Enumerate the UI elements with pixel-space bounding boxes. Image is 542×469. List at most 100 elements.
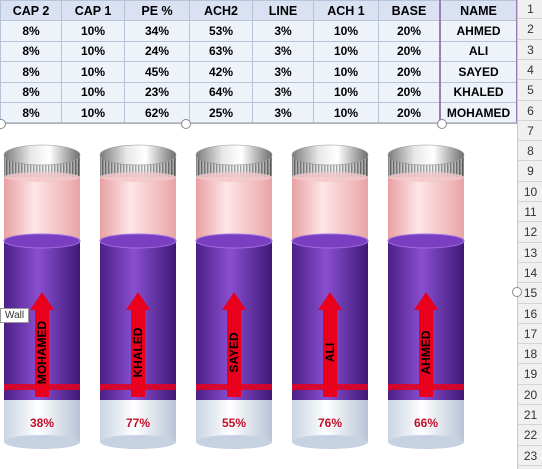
row-number[interactable]: 21 [518,406,542,426]
value-cell[interactable]: 25% [189,101,253,124]
value-cell[interactable]: 10% [313,20,379,42]
row-number[interactable]: 16 [518,305,542,324]
row-number[interactable]: 13 [518,244,542,263]
cylinder-cap-top [99,144,177,166]
value-cell[interactable]: 20% [378,20,441,42]
header-line[interactable]: LINE [252,0,314,22]
category-label: KHALED [131,327,145,377]
header-pe[interactable]: PE % [124,0,190,22]
name-cell[interactable]: AHMED [439,20,518,42]
liquid-surface [387,233,465,249]
value-cell[interactable]: 8% [0,81,62,103]
value-cell[interactable]: 8% [0,101,62,124]
name-cell[interactable]: SAYED [439,61,518,83]
row-number[interactable]: 17 [518,325,542,345]
header-name[interactable]: NAME [439,0,518,22]
table-row: 8% 10% 45% 42% 3% 10% 20% SAYED [0,61,518,83]
value-cell[interactable]: 8% [0,20,62,42]
value-cell[interactable]: 62% [124,101,190,124]
row-number[interactable]: 23 [518,447,542,466]
row-number[interactable]: 11 [518,203,542,223]
row-number[interactable]: 6 [518,102,542,121]
row-number[interactable]: 2 [518,20,542,40]
value-cell[interactable]: 64% [189,81,253,103]
chart-resize-handle-right-mid[interactable] [512,287,522,297]
cylinder-ahmed[interactable]: AHMED 66% [387,144,465,449]
value-cell[interactable]: 53% [189,20,253,42]
row-number[interactable]: 1 [518,0,542,20]
value-cell[interactable]: 20% [378,61,441,83]
value-cell[interactable]: 3% [252,61,314,83]
row-number[interactable]: 5 [518,81,542,101]
value-cell[interactable]: 20% [378,40,441,63]
row-number[interactable]: 19 [518,365,542,385]
arrow-icon [318,292,342,397]
cylinder-cap-top [3,144,81,166]
chart-resize-handle-right[interactable] [437,119,447,129]
row-number[interactable]: 15 [518,284,542,304]
row-number[interactable]: 3 [518,41,542,60]
glass-rim [4,172,80,182]
base-bottom [4,435,80,449]
name-cell[interactable]: KHALED [439,81,518,103]
cylinder-sayed[interactable]: SAYED 55% [195,144,273,449]
value-cell[interactable]: 10% [61,101,125,124]
row-number[interactable]: 7 [518,122,542,142]
table-row: 8% 10% 23% 64% 3% 10% 20% KHALED [0,81,518,103]
chart-resize-handle-top[interactable] [181,119,191,129]
row-number[interactable]: 4 [518,61,542,81]
header-ach1[interactable]: ACH 1 [313,0,379,22]
value-cell[interactable]: 8% [0,61,62,83]
header-cap2[interactable]: CAP 2 [0,0,62,22]
value-cell[interactable]: 45% [124,61,190,83]
value-cell[interactable]: 3% [252,40,314,63]
cylinder-mohamed[interactable]: MOHAMED 38% [3,144,81,449]
glass-rim [388,172,464,182]
value-cell[interactable]: 10% [61,61,125,83]
value-cell[interactable]: 10% [61,20,125,42]
chart-element-tooltip: Wall [0,308,30,323]
row-number[interactable]: 8 [518,142,542,162]
name-cell[interactable]: ALI [439,40,518,63]
data-label: 76% [318,416,342,430]
value-cell[interactable]: 20% [378,81,441,103]
name-cell[interactable]: MOHAMED [439,101,518,124]
row-number-column: 1 2 3 4 5 6 7 8 9 10 11 12 13 14 15 16 17 18 19 20 21 22 23 [517,0,542,469]
value-cell[interactable]: 63% [189,40,253,63]
value-cell[interactable]: 3% [252,101,314,124]
cylinder-ali[interactable]: ALI 76% [291,144,369,449]
value-cell[interactable]: 10% [61,40,125,63]
value-cell[interactable]: 34% [124,20,190,42]
row-number[interactable]: 10 [518,183,542,203]
row-number[interactable]: 20 [518,386,542,406]
value-cell[interactable]: 3% [252,20,314,42]
row-number[interactable]: 12 [518,223,542,243]
value-cell[interactable]: 10% [313,61,379,83]
header-ach2[interactable]: ACH2 [189,0,253,22]
value-cell[interactable]: 24% [124,40,190,63]
row-number[interactable]: 22 [518,426,542,446]
chart-resize-handle-left[interactable] [0,119,6,129]
value-cell[interactable]: 10% [313,101,379,124]
value-cell[interactable]: 42% [189,61,253,83]
arrow-icon [30,292,54,397]
value-cell[interactable]: 10% [313,40,379,63]
cylinder-cap-top [291,144,369,166]
value-cell[interactable]: 10% [61,81,125,103]
header-base[interactable]: BASE [378,0,441,22]
cylinder-khaled[interactable]: KHALED 77% [99,144,177,449]
value-cell[interactable]: 3% [252,81,314,103]
cylinder-cap-top [195,144,273,166]
value-cell[interactable]: 10% [313,81,379,103]
data-table: CAP 2 CAP 1 PE % ACH2 LINE ACH 1 BASE NA… [0,0,518,124]
row-number[interactable]: 18 [518,345,542,365]
row-number[interactable]: 9 [518,162,542,182]
cylinder-chart[interactable]: MOHAMED 38% KHALED 77% SAYED 55% ALI 76% AHMED 66… [0,122,517,469]
value-cell[interactable]: 23% [124,81,190,103]
row-number[interactable]: 14 [518,264,542,284]
arrow-icon [126,292,150,397]
base-bottom [196,435,272,449]
value-cell[interactable]: 8% [0,40,62,63]
value-cell[interactable]: 20% [378,101,441,124]
header-cap1[interactable]: CAP 1 [61,0,125,22]
